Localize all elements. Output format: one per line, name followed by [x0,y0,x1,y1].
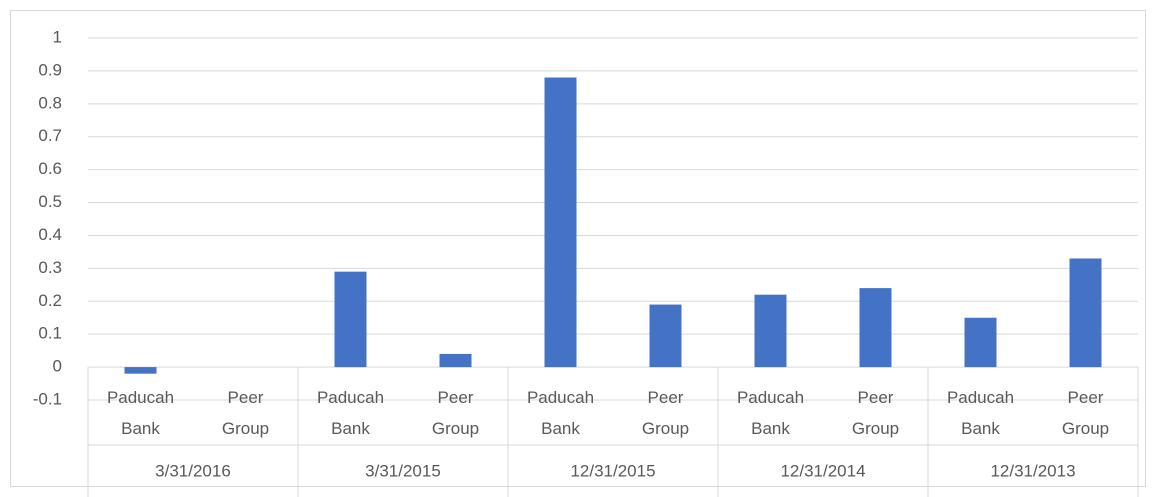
y-tick-label: 0.8 [38,93,62,112]
bar [124,367,157,374]
y-tick-label: 0.2 [38,291,62,310]
group-label: 12/31/2014 [780,461,865,480]
bar [439,353,472,368]
x-tick-label: Peer Group [641,388,690,438]
y-tick-label: -0.1 [33,389,62,408]
bar [334,271,367,368]
y-tick-label: 0.6 [38,159,62,178]
group-label: 3/31/2016 [155,461,231,480]
chart-border [10,10,1146,487]
x-tick-label: Paducah Bank [946,388,1015,438]
y-tick-label: 0.9 [38,60,62,79]
y-tick-label: 0.4 [38,225,62,244]
y-tick-label: 0.1 [38,324,62,343]
bar [1069,258,1102,368]
bar [544,77,577,368]
x-tick-label: Peer Group [851,388,900,438]
group-label: 3/31/2015 [365,461,441,480]
bar [859,288,892,368]
group-label: 12/31/2015 [570,461,655,480]
x-tick-label: Paducah Bank [526,388,595,438]
x-tick-label: Paducah Bank [316,388,385,438]
x-tick-label: Peer Group [431,388,480,438]
group-label: 12/31/2013 [990,461,1075,480]
x-tick-label: Paducah Bank [736,388,805,438]
bar [964,317,997,368]
x-tick-label: Peer Group [1061,388,1110,438]
y-tick-label: 0 [53,357,62,376]
x-tick-label: Peer Group [221,388,270,438]
y-tick-label: 0.5 [38,192,62,211]
bar [754,294,787,368]
y-tick-label: 1 [53,27,62,46]
y-tick-label: 0.3 [38,258,62,277]
bar [649,304,682,368]
y-tick-label: 0.7 [38,126,62,145]
x-tick-label: Paducah Bank [106,388,175,438]
